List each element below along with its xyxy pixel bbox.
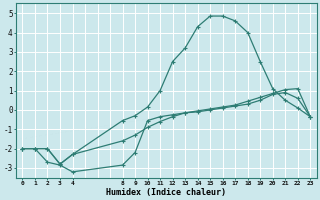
X-axis label: Humidex (Indice chaleur): Humidex (Indice chaleur) xyxy=(106,188,226,197)
